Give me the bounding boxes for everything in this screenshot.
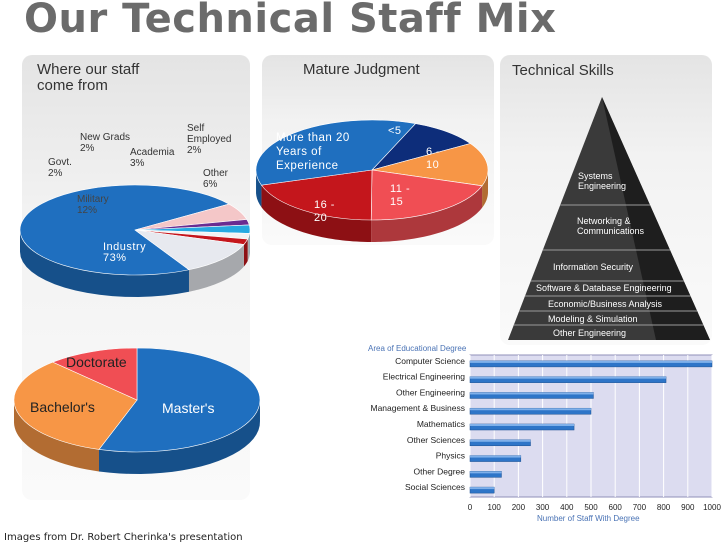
degree-pie-side-0 <box>98 399 260 474</box>
judgment-pie-side-3 <box>261 185 372 242</box>
bar-highlight-1 <box>470 376 667 379</box>
skill-level-economic: Economic/Business Analysis <box>548 299 663 309</box>
bar-highlight-5 <box>470 439 531 442</box>
origin-pie-side-0 <box>20 229 189 297</box>
x-tick-label: 700 <box>633 503 647 512</box>
slice-label-new-grads: New Grads 2% <box>80 132 131 154</box>
skill-level-modeling: Modeling & Simulation <box>548 314 638 324</box>
category-label: Electrical Engineering <box>383 372 465 382</box>
x-tick-label: 800 <box>657 503 671 512</box>
bar-highlight-6 <box>470 455 521 458</box>
skill-level-systems: Systems Engineering <box>578 171 627 191</box>
category-label: Social Sciences <box>405 482 465 492</box>
bar-highlight-2 <box>470 392 594 395</box>
slice-label-under-5: <5 <box>388 125 402 137</box>
slice-label-other: Other 6% <box>203 168 229 190</box>
bar-highlight-0 <box>470 360 712 363</box>
slice-label-masters: Master's <box>162 400 215 416</box>
category-label: Other Engineering <box>396 387 465 397</box>
page-title: Our Technical Staff Mix <box>24 0 557 42</box>
origin-pie-side-6 <box>188 244 244 292</box>
bar-chart-title: Area of Educational Degree <box>368 344 467 353</box>
category-label: Other Degree <box>414 466 466 476</box>
origin-pie-side-5 <box>243 239 248 267</box>
slice-label-16-20: 16 - 20 <box>314 199 335 224</box>
x-tick-label: 0 <box>468 503 473 512</box>
slice-label-6-10: 6 - 10 <box>426 146 441 171</box>
degree-pie-side-1 <box>14 400 99 472</box>
judgment-pie-slice-1 <box>371 143 489 187</box>
category-label: Other Sciences <box>407 435 465 445</box>
x-tick-label: 900 <box>681 503 695 512</box>
staff-origin-heading: Where our staff come from <box>37 61 140 94</box>
skill-level-software: Software & Database Engineering <box>536 283 672 293</box>
slice-label-11-15: 11 - 15 <box>390 183 411 208</box>
skill-level-networking: Networking & Communications <box>577 216 645 236</box>
x-tick-label: 600 <box>609 503 623 512</box>
slice-label-academia: Academia 3% <box>130 147 175 169</box>
slice-label-more-than-20: More than 20 Years of Experience <box>276 132 350 172</box>
origin-pie-slice-0 <box>19 184 230 276</box>
slice-label-govt: Govt. 2% <box>48 157 72 179</box>
slice-label-industry: Industry 73% <box>103 241 147 264</box>
bar-highlight-3 <box>470 408 591 411</box>
x-tick-label: 1000 <box>703 503 721 512</box>
judgment-pie-side-2 <box>371 185 483 242</box>
judgment-pie-slice-0 <box>371 123 472 171</box>
origin-pie-slice-6 <box>134 229 245 271</box>
technical-skills-heading: Technical Skills <box>512 62 614 79</box>
judgment-pie-slice-2 <box>370 169 483 221</box>
degree-pie-slice-1 <box>13 361 138 450</box>
footer-credit: Images from Dr. Robert Cherinka's presen… <box>4 532 243 543</box>
bar-highlight-7 <box>470 471 502 474</box>
category-label: Mathematics <box>417 419 465 429</box>
skill-level-other: Other Engineering <box>553 328 627 338</box>
mature-judgment-heading: Mature Judgment <box>303 61 420 78</box>
x-tick-label: 100 <box>488 503 502 512</box>
judgment-pie-slice-3 <box>260 169 373 221</box>
slice-label-self-employed: Self Employed 2% <box>187 123 232 156</box>
degree-pie-slice-0 <box>98 347 261 453</box>
skill-level-infosec: Information Security <box>553 262 634 272</box>
origin-pie-side-4 <box>247 233 250 262</box>
category-label: Computer Science <box>395 356 465 366</box>
x-tick-label: 200 <box>512 503 526 512</box>
slice-label-military: Military 12% <box>77 194 109 216</box>
degree-pie-slice-2 <box>52 347 138 401</box>
slice-label-bachelors: Bachelor's <box>30 399 95 415</box>
category-label: Physics <box>436 451 465 461</box>
bar-chart-xlabel: Number of Staff With Degree <box>537 514 640 523</box>
pyramid-shadow <box>602 97 710 340</box>
x-tick-label: 400 <box>560 503 574 512</box>
category-label: Management & Business <box>371 403 466 413</box>
bar-highlight-4 <box>470 424 575 426</box>
bar-highlight-8 <box>470 487 495 490</box>
judgment-pie-side-4 <box>256 171 262 208</box>
x-tick-label: 300 <box>536 503 550 512</box>
judgment-pie-side-1 <box>482 169 488 208</box>
slice-label-doctorate: Doctorate <box>66 354 127 370</box>
x-tick-label: 500 <box>584 503 598 512</box>
judgment-pie-slice-4 <box>255 119 417 186</box>
